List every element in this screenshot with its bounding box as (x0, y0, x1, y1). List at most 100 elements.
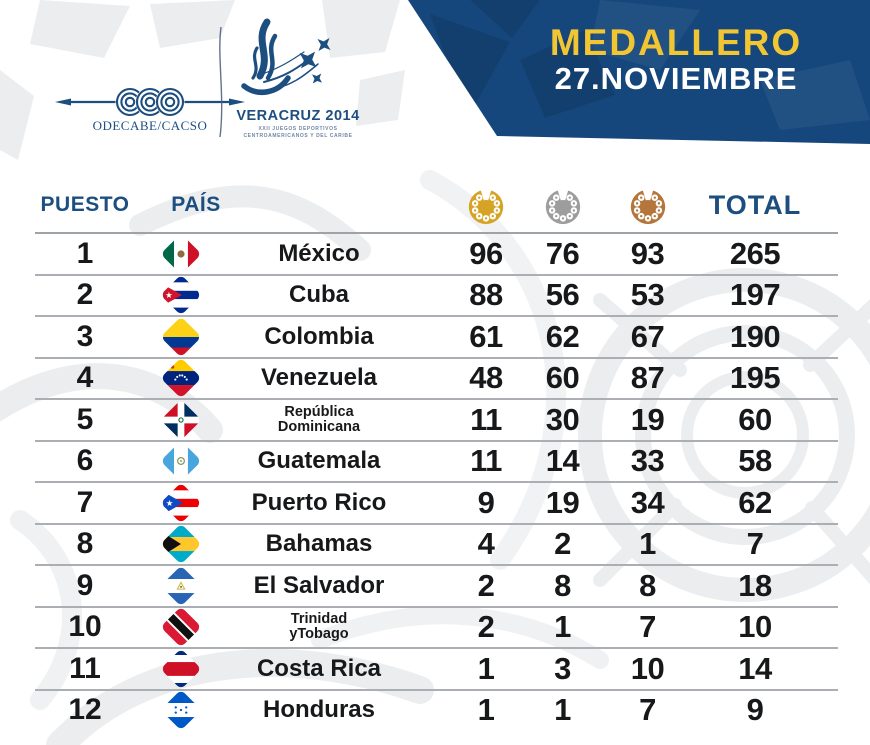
table-row: 10 Trinidad yTobago 2 1 7 10 (35, 606, 838, 649)
event-title: VERACRUZ 2014 (236, 108, 360, 124)
banner-pattern (430, 0, 870, 130)
table-row: 9 El Salvador 2 8 8 18 (35, 565, 838, 608)
gold-count: 11 (470, 443, 502, 479)
total-count: 195 (729, 360, 781, 396)
country-name: Venezuela (260, 364, 378, 392)
total-count: 197 (729, 277, 781, 313)
total-count: 265 (729, 235, 781, 271)
total-count: 7 (746, 526, 764, 562)
table-row: 12 Honduras 1 1 7 9 (35, 689, 838, 731)
country-flag-icon-hn (141, 689, 221, 731)
total-count: 18 (738, 567, 772, 603)
position-cell: 8 (76, 527, 94, 561)
country-flag-icon-bs (141, 523, 221, 565)
gold-count: 4 (477, 526, 495, 562)
bronze-count: 7 (639, 692, 656, 728)
country-flag-icon-cr (141, 648, 221, 690)
country-name: Cuba (289, 281, 349, 309)
svg-text:★: ★ (166, 498, 174, 508)
silver-count: 8 (554, 567, 571, 603)
silver-count: 56 (545, 277, 580, 313)
odecabe-rings-icon (55, 87, 245, 117)
bronze-count: 53 (630, 277, 665, 313)
event-subtitle-2: CENTROAMERICANOS Y DEL CARIBE (243, 133, 353, 139)
table-row: 8 Bahamas 4 2 1 7 (35, 523, 838, 566)
banner-title: MEDALLERO (549, 22, 803, 63)
silver-count: 30 (545, 401, 580, 437)
bronze-count: 7 (639, 609, 656, 645)
table-row: 4 Venezuela 48 60 87 195 (35, 357, 838, 400)
country-flag-icon-tt (141, 606, 221, 648)
veracruz-logo: VERACRUZ 2014 XXII JUEGOS DEPORTIVOS CEN… (232, 14, 392, 144)
silver-count: 1 (554, 609, 571, 645)
country-name: El Salvador (253, 571, 385, 599)
country-name: Honduras (262, 696, 375, 724)
position-cell: 9 (76, 568, 94, 602)
gold-count: 2 (477, 609, 495, 645)
gold-count: 1 (477, 692, 495, 728)
bronze-count: 67 (630, 318, 665, 354)
position-cell: 10 (68, 610, 102, 644)
table-row: 7 ★ Puerto Rico 9 19 34 62 (35, 482, 838, 525)
total-count: 10 (738, 609, 772, 645)
position-cell: 12 (68, 693, 102, 727)
gold-medal-icon (438, 178, 534, 232)
country-name: República Dominicana (277, 403, 361, 435)
country-flag-icon-cu: ★ (141, 274, 221, 316)
gold-count: 1 (477, 650, 495, 686)
silver-count: 3 (554, 650, 571, 686)
position-cell: 1 (76, 236, 94, 270)
table-row: 3 Colombia 61 62 67 190 (35, 316, 838, 359)
country-name: Guatemala (257, 447, 381, 475)
country-flag-icon-gt (141, 440, 221, 482)
position-cell: 6 (76, 444, 94, 478)
bronze-count: 8 (639, 567, 656, 603)
country-name: México (278, 239, 360, 267)
bronze-count: 19 (630, 401, 665, 437)
silver-count: 2 (554, 526, 571, 562)
country-flag-icon-pr: ★ (141, 482, 221, 524)
odecabe-logo: ODECABE/CACSO (55, 82, 245, 137)
banner-date: 27.NOVIEMBRE (554, 61, 798, 96)
table-header: PUESTO PAÍS TOTAL (35, 178, 838, 234)
position-cell: 11 (69, 651, 101, 685)
gold-count: 9 (477, 484, 495, 520)
country-flag-icon-do (141, 399, 221, 441)
bronze-medal-icon (600, 178, 695, 232)
silver-medal-icon (515, 178, 610, 232)
country-flag-icon-co (141, 316, 221, 358)
gold-count: 88 (469, 277, 503, 313)
total-count: 60 (738, 401, 772, 437)
position-cell: 7 (76, 485, 94, 519)
total-count: 62 (738, 484, 772, 520)
silver-count: 60 (545, 360, 580, 396)
position-cell: 4 (76, 361, 94, 395)
silver-count: 19 (545, 484, 580, 520)
table-body: 1 México 96 76 93 265 2 ★ Cuba 88 56 53 … (35, 233, 838, 731)
event-subtitle-1: XXII JUEGOS DEPORTIVOS (258, 126, 338, 132)
total-count: 58 (738, 443, 772, 479)
country-name: Puerto Rico (251, 488, 387, 516)
country-flag-icon-sv (141, 565, 221, 607)
bronze-count: 87 (630, 360, 665, 396)
date-banner: MEDALLERO 27.NOVIEMBRE (408, 0, 870, 144)
silver-count: 76 (545, 235, 580, 271)
silver-count: 1 (554, 692, 571, 728)
svg-text:★: ★ (165, 290, 173, 300)
bronze-count: 33 (630, 443, 665, 479)
table-row: 11 Costa Rica 1 3 10 14 (35, 648, 838, 691)
country-name: Colombia (264, 322, 374, 350)
bronze-count: 93 (630, 235, 665, 271)
position-cell: 5 (76, 402, 94, 436)
position-cell: 3 (76, 319, 94, 353)
country-name: Bahamas (265, 530, 373, 558)
logo-divider (219, 27, 223, 138)
col-total-label: TOTAL (708, 189, 802, 220)
silver-count: 62 (545, 318, 580, 354)
gold-count: 48 (469, 360, 503, 396)
table-row: 1 México 96 76 93 265 (35, 233, 838, 276)
country-name: Costa Rica (256, 654, 382, 682)
table-row: 2 ★ Cuba 88 56 53 197 (35, 274, 838, 317)
